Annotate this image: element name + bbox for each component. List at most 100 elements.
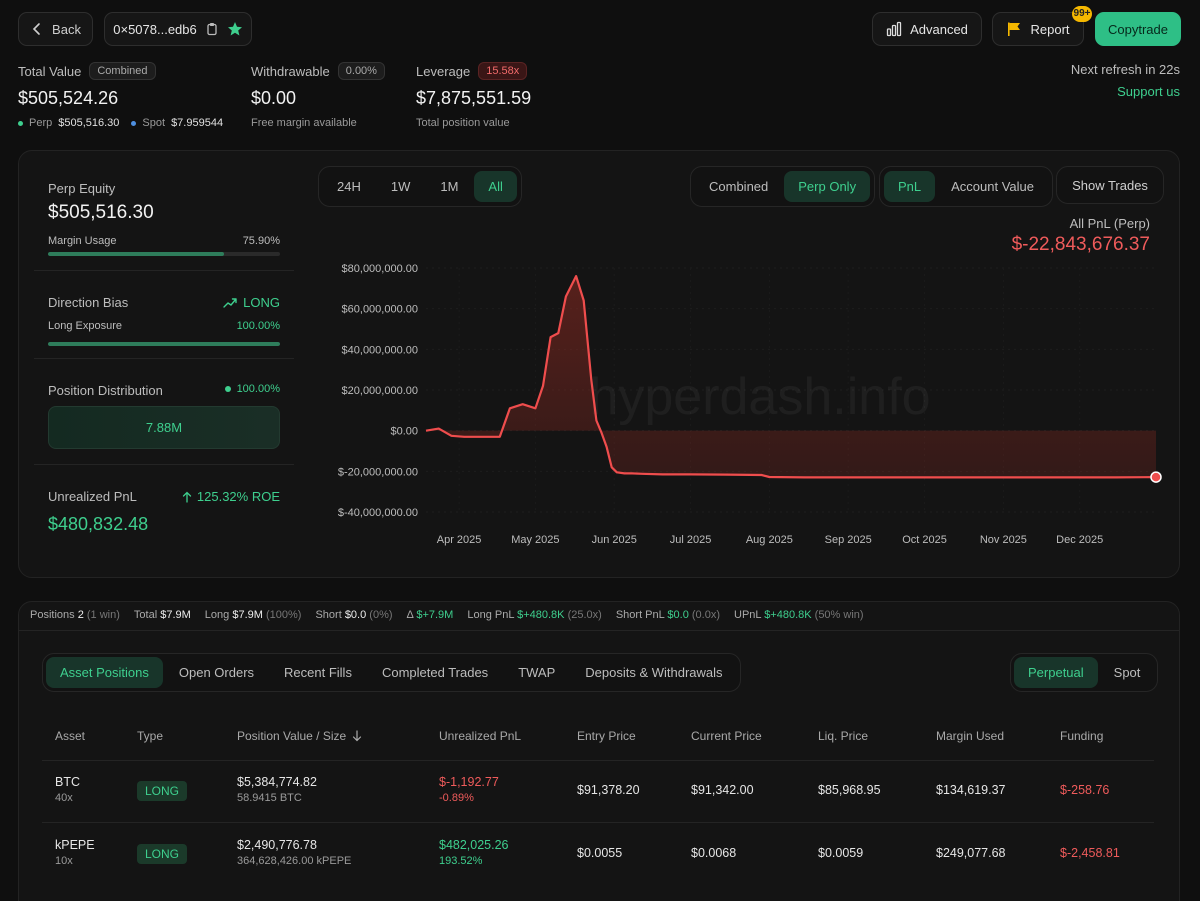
direction-bias-value: LONG (200, 295, 280, 310)
market-tab-perpetual[interactable]: Perpetual (1014, 657, 1098, 688)
stats-bar: Positions 2 (1 win) Total $7.9M Long $7.… (30, 609, 864, 621)
y-tick-label: $0.00 (390, 426, 418, 438)
x-tick-label: Apr 2025 (437, 534, 482, 546)
y-tick-label: $20,000,000.00 (342, 385, 418, 397)
stat-short: Short $0.0 (0%) (315, 609, 393, 621)
margin-price-cell: $249,077.68 (936, 846, 1006, 860)
direction-bias-label: Direction Bias (48, 295, 129, 310)
stat-delta: Δ $+7.9M (406, 609, 454, 621)
upnl-value: $480,832.48 (48, 514, 149, 534)
perp-value: $505,516.30 (58, 117, 120, 129)
left-divider-2 (34, 358, 294, 359)
green-dot-icon (224, 386, 231, 392)
range-tab-1w[interactable]: 1W (390, 179, 411, 194)
tab-twap[interactable]: TWAP (518, 665, 556, 680)
trend-up-icon (223, 297, 237, 309)
y-tick-label: $-20,000,000.00 (338, 466, 418, 478)
type-badge: LONG (137, 781, 188, 801)
tab-open-orders[interactable]: Open Orders (178, 665, 255, 680)
show-trades-button[interactable]: Show Trades (1056, 166, 1164, 204)
upnl-label: Unrealized PnL (48, 489, 137, 504)
metric-tab-account-value[interactable]: Account Value (951, 179, 1035, 194)
chart-watermark: hyperdash.info (589, 368, 930, 426)
advanced-label: Advanced (910, 21, 968, 37)
withdrawable-sub: Free margin available (251, 117, 357, 129)
back-button[interactable]: Back (18, 12, 93, 46)
upnl-roe-text: 125.32% ROE (196, 489, 280, 504)
leverage-value: $7,875,551.59 (416, 88, 532, 108)
upnl-cell: $-1,192.77 -0.89% (439, 775, 499, 804)
column-header[interactable]: Funding (1060, 729, 1104, 743)
star-icon[interactable] (227, 21, 243, 37)
mode-tab-combined[interactable]: Combined (709, 179, 769, 194)
column-header[interactable]: Liq. Price (818, 729, 869, 743)
asset-cell: BTC 40x (55, 775, 80, 804)
leverage-pill: 15.58x (478, 62, 528, 80)
market-tab-spot[interactable]: Spot (1113, 665, 1141, 680)
x-tick-label: Jun 2025 (592, 534, 637, 546)
support-link[interactable]: Support us (1117, 84, 1180, 99)
chevron-left-icon (30, 22, 44, 36)
x-tick-label: Nov 2025 (980, 534, 1027, 546)
tab-asset-positions[interactable]: Asset Positions (46, 657, 163, 688)
copytrade-label: Copytrade (1108, 21, 1168, 37)
copy-icon[interactable] (205, 22, 219, 36)
leverage-block: Leverage 15.58x $7,875,551.59 Total posi… (416, 62, 531, 129)
entry-price-cell: $91,378.20 (577, 783, 640, 797)
report-count-badge: 99+ (1072, 6, 1092, 22)
stat-total: Total $7.9M (133, 609, 191, 621)
range-tab-all[interactable]: All (474, 171, 517, 202)
y-tick-label: $80,000,000.00 (342, 263, 418, 275)
tab-deposits-withdrawals[interactable]: Deposits & Withdrawals (585, 665, 723, 680)
column-header[interactable]: Unrealized PnL (439, 729, 522, 743)
withdrawable-block: Withdrawable 0.00% $0.00 Free margin ava… (251, 62, 385, 129)
pnl-line (425, 275, 1157, 479)
wallet-address: 0×5078...edb6 (113, 21, 197, 37)
range-tab-24h[interactable]: 24H (337, 179, 361, 194)
positions-card (18, 601, 1180, 901)
advanced-button[interactable]: Advanced (872, 12, 982, 46)
liq-price-cell: $85,968.95 (818, 783, 881, 797)
position-dist-pct: 100.00% (200, 383, 280, 395)
pnl-total-value: $-22,843,676.37 (1011, 234, 1150, 255)
position-dist-value: 7.88M (145, 420, 183, 435)
address-chip[interactable]: 0×5078...edb6 (104, 12, 252, 46)
y-tick-label: $40,000,000.00 (342, 344, 418, 356)
upnl-cell: $482,025.26 193.52% (439, 838, 509, 867)
margin-price-cell: $134,619.37 (936, 783, 1006, 797)
report-button[interactable]: Report (992, 12, 1084, 46)
stat-long: Long $7.9M (100%) (204, 609, 302, 621)
range-tab-1m[interactable]: 1M (440, 179, 459, 194)
long-exposure-label: Long Exposure (48, 320, 122, 332)
stat-positions: Positions 2 (1 win) (30, 609, 120, 621)
range-selector: 24H 1W 1M All (318, 166, 522, 207)
column-header[interactable]: Position Value / Size (237, 729, 347, 743)
position-value-cell: $5,384,774.82 58.9415 BTC (237, 775, 317, 804)
metric-tab-pnl[interactable]: PnL (884, 171, 936, 202)
long-exposure-bar (48, 342, 280, 346)
spot-value: $7.959544 (171, 117, 224, 129)
market-tabs: Perpetual Spot (1010, 653, 1159, 692)
withdrawable-pill: 0.00% (337, 62, 385, 80)
pnl-area (426, 276, 1156, 478)
column-header[interactable]: Type (137, 729, 164, 743)
position-dist-pct-text: 100.00% (236, 383, 280, 395)
position-dist-bar[interactable]: 7.88M (48, 406, 280, 449)
refresh-text: Next refresh in 22s (1070, 62, 1180, 77)
mode-tab-perp-only[interactable]: Perp Only (784, 171, 871, 202)
sort-down-icon[interactable] (352, 730, 362, 745)
column-header[interactable]: Asset (55, 729, 86, 743)
tab-completed-trades[interactable]: Completed Trades (381, 665, 489, 680)
tab-recent-fills[interactable]: Recent Fills (284, 665, 352, 680)
column-header[interactable]: Entry Price (577, 729, 636, 743)
positions-tabs: Asset Positions Open Orders Recent Fills Co… (42, 653, 741, 692)
column-header[interactable]: Current Price (691, 729, 762, 743)
copytrade-button[interactable]: Copytrade (1095, 12, 1181, 46)
spot-dot-icon (131, 120, 137, 126)
column-header[interactable]: Margin Used (936, 729, 1005, 743)
arrow-up-icon (182, 491, 192, 503)
pnl-chart[interactable]: $80,000,000.00 $60,000,000.00 $40,000,000.… (320, 250, 1176, 560)
x-tick-label: Dec 2025 (1056, 534, 1103, 546)
margin-usage-value: 75.90% (242, 235, 280, 247)
x-tick-label: Oct 2025 (902, 534, 947, 546)
